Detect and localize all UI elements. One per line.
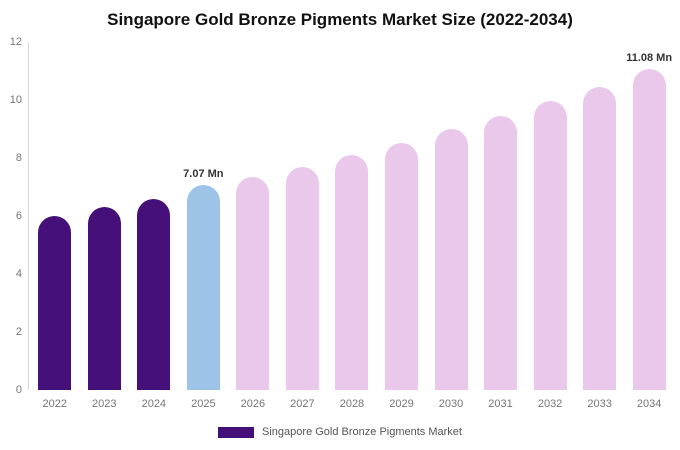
bar-2032: [533, 101, 567, 390]
x-tick-2025: 2025: [191, 398, 216, 410]
y-tick-6: 6: [15, 210, 22, 222]
bar-2030: [434, 129, 468, 390]
bar-2023: [87, 207, 121, 390]
bars-container: 7.07 Mn 11.08 Mn: [30, 42, 674, 390]
y-tick-12: 12: [9, 36, 22, 48]
x-tick-2031: 2031: [488, 398, 513, 410]
bar-2031: [484, 116, 518, 390]
bar-2034: [632, 69, 666, 390]
y-tick-4: 4: [15, 268, 22, 280]
bar-slot-2029: [377, 42, 427, 390]
y-axis-line: [28, 42, 29, 390]
bar-slot-2027: [278, 42, 328, 390]
value-label-2034: 11.08 Mn: [626, 52, 673, 64]
y-axis: 0 2 4 6 8 10 12: [0, 0, 22, 450]
x-tick-2024: 2024: [141, 398, 167, 410]
bar-slot-2028: [327, 42, 377, 390]
y-tick-8: 8: [15, 152, 22, 164]
bar-2022: [38, 216, 72, 390]
x-tick-2034: 2034: [636, 398, 662, 410]
bar-2025: [186, 185, 220, 390]
bar-slot-2033: [575, 42, 625, 390]
bar-2026: [236, 177, 270, 390]
y-tick-0: 0: [15, 384, 22, 396]
bar-slot-2026: [228, 42, 278, 390]
x-tick-2028: 2028: [339, 398, 365, 410]
bar-2024: [137, 199, 171, 390]
bar-slot-2025: 7.07 Mn: [179, 42, 229, 390]
legend: Singapore Gold Bronze Pigments Market: [0, 426, 680, 438]
x-tick-2032: 2032: [537, 398, 563, 410]
bar-2029: [384, 143, 418, 390]
legend-swatch: [218, 426, 255, 438]
x-tick-2027: 2027: [290, 398, 315, 410]
bar-slot-2030: [426, 42, 476, 390]
bar-slot-2023: [80, 42, 130, 390]
legend-label: Singapore Gold Bronze Pigments Market: [262, 426, 462, 438]
x-tick-2029: 2029: [389, 398, 414, 410]
y-tick-2: 2: [15, 326, 22, 338]
bar-2028: [335, 155, 369, 390]
bar-slot-2031: [476, 42, 526, 390]
x-tick-2023: 2023: [92, 398, 117, 410]
bar-2027: [285, 167, 319, 390]
chart-title: Singapore Gold Bronze Pigments Market Si…: [107, 10, 573, 29]
y-tick-10: 10: [9, 94, 22, 106]
x-tick-2026: 2026: [240, 398, 266, 410]
bar-slot-2032: [525, 42, 575, 390]
bar-slot-2022: [30, 42, 80, 390]
bar-2033: [583, 87, 617, 390]
x-tick-2030: 2030: [438, 398, 464, 410]
bar-slot-2034: 11.08 Mn: [624, 42, 674, 390]
x-tick-2022: 2022: [42, 398, 67, 410]
bar-slot-2024: [129, 42, 179, 390]
x-axis: 2022 2023 2024 2025 2026 2027 2028 2029 2030 2031…: [30, 398, 674, 410]
x-tick-2033: 2033: [587, 398, 612, 410]
value-label-2025: 7.07 Mn: [183, 168, 224, 180]
